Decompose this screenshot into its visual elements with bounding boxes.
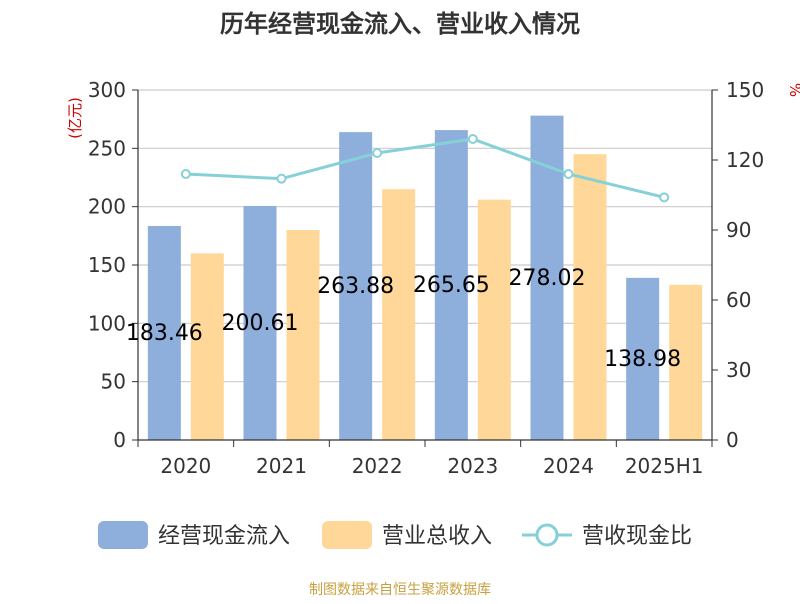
- bar-cash-inflow: [434, 130, 468, 440]
- bar-revenue: [382, 189, 416, 440]
- ratio-point: [276, 173, 287, 184]
- left-axis-tick-label: 250: [88, 136, 126, 160]
- bar-cash-inflow: [626, 277, 660, 440]
- ratio-point: [372, 148, 383, 158]
- legend-label: 营收现金比: [582, 524, 692, 549]
- bar-data-label: 183.46: [126, 321, 203, 346]
- bar-cash-inflow: [147, 225, 181, 440]
- legend-swatch: [98, 521, 148, 549]
- axes: 0 50 100 150 200 250 300 0 30 60 90 120 150 2020 2021 2…: [88, 78, 764, 478]
- x-axis-tick-label: 2021: [256, 454, 307, 478]
- left-axis-tick-label: 50: [101, 370, 126, 394]
- bar-revenue: [286, 230, 320, 440]
- ratio-line: [185, 137, 665, 199]
- right-axis-tick-label: 30: [726, 358, 751, 382]
- bar-revenue: [190, 253, 224, 440]
- bar-data-label: 263.88: [317, 274, 394, 299]
- left-axis-tick-label: 0: [113, 428, 126, 452]
- ratio-point: [467, 134, 478, 144]
- ratio-point: [180, 169, 191, 179]
- legend-marker: [535, 523, 559, 547]
- left-axis-tick-label: 150: [88, 253, 126, 277]
- right-axis-unit: %: [786, 83, 800, 97]
- left-axis-unit: (亿元): [66, 97, 84, 139]
- bar-data-label: 138.98: [604, 347, 681, 372]
- left-axis-tick-label: 200: [88, 195, 126, 219]
- chart-title: 历年经营现金流入、营业收入情况: [220, 10, 580, 38]
- x-axis-tick-label: 2022: [352, 454, 403, 478]
- right-axis-tick-label: 60: [726, 288, 751, 312]
- x-axis-tick-label: 2020: [160, 454, 211, 478]
- ratio-point: [659, 192, 670, 203]
- source-note: 制图数据来自恒生聚源数据库: [309, 582, 491, 598]
- bar-revenue: [573, 154, 607, 440]
- legend: 经营现金流入 营业总收入 营收现金比: [98, 521, 692, 549]
- bar-cash-inflow: [339, 132, 373, 440]
- x-axis-tick-label: 2024: [543, 454, 594, 478]
- legend-label: 营业总收入: [382, 524, 492, 549]
- x-axis-tick-label: 2023: [447, 454, 498, 478]
- legend-swatch: [322, 521, 372, 549]
- bar-revenue: [477, 199, 511, 440]
- grid-lines: [138, 89, 712, 383]
- right-axis-tick-label: 120: [726, 148, 764, 172]
- bar-data-label: 278.02: [509, 266, 586, 291]
- right-axis-tick-label: 0: [726, 428, 739, 452]
- left-axis-tick-label: 300: [88, 78, 126, 102]
- ratio-point: [563, 169, 574, 179]
- legend-label: 经营现金流入: [158, 524, 290, 549]
- x-axis-tick-label: 2025H1: [625, 454, 704, 478]
- bar-data-label: 265.65: [413, 273, 490, 298]
- right-axis-tick-label: 150: [726, 78, 764, 102]
- bar-revenue: [669, 284, 703, 440]
- line-layer: [180, 134, 670, 203]
- right-axis-tick-label: 90: [726, 218, 751, 242]
- left-axis-tick-label: 100: [88, 311, 126, 335]
- bar-layer: [147, 115, 703, 440]
- bar-data-label: 200.61: [222, 311, 299, 336]
- bar-cash-inflow: [243, 205, 277, 440]
- data-labels: 183.46 200.61 263.88 265.65 278.02 138.98: [126, 266, 681, 372]
